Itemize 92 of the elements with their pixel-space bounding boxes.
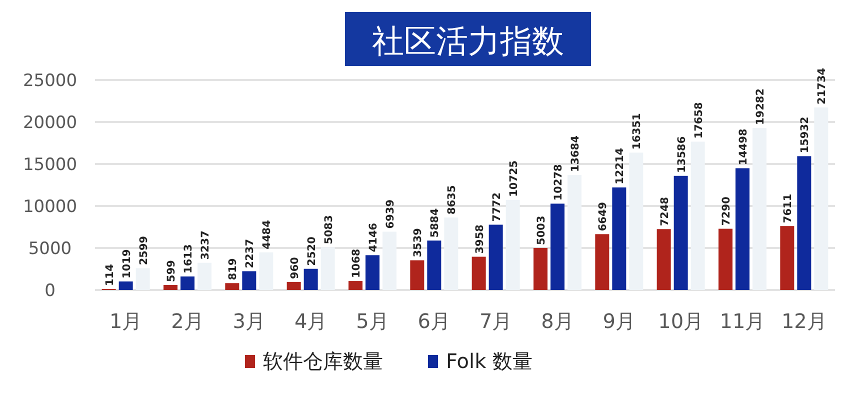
x-tick-label: 12月 [781, 309, 827, 333]
data-label: 4484 [261, 220, 274, 250]
bar [164, 284, 178, 290]
data-label: 21734 [816, 68, 828, 104]
data-label: 7248 [658, 196, 671, 226]
x-tick-label: 10月 [658, 309, 704, 333]
data-label: 1613 [182, 244, 194, 274]
data-label: 13586 [676, 136, 688, 173]
data-label: 3237 [200, 230, 212, 260]
bar [595, 234, 610, 290]
data-label: 19282 [754, 88, 766, 126]
data-label: 12214 [614, 148, 626, 184]
bar [814, 107, 828, 290]
data-label: 960 [288, 257, 301, 279]
x-tick-label: 2月 [171, 309, 204, 333]
bar [118, 281, 133, 290]
bar [304, 268, 318, 290]
bar [242, 271, 256, 290]
x-tick-label: 1月 [109, 309, 142, 333]
y-tick-label: 5000 [28, 239, 72, 259]
data-label: 2520 [306, 236, 318, 266]
bar [320, 247, 335, 290]
bar [366, 255, 380, 290]
x-tick-label: 6月 [418, 309, 451, 333]
x-tick-label: 11月 [720, 309, 766, 333]
bar [690, 142, 705, 290]
bar [348, 281, 362, 290]
data-label: 13684 [570, 136, 582, 172]
data-label: 7772 [490, 192, 503, 222]
x-tick-label: 3月 [232, 309, 266, 333]
data-label: 1019 [120, 249, 133, 278]
data-label: 5003 [536, 216, 548, 245]
bar [736, 168, 750, 290]
legend-label: 软件仓库数量 [263, 349, 383, 373]
y-tick-label: 0 [44, 281, 56, 301]
x-tick-label: 4月 [294, 309, 328, 333]
data-label: 10278 [552, 164, 564, 201]
bar [286, 282, 301, 290]
data-label: 15932 [799, 116, 812, 154]
y-tick-label: 10000 [22, 197, 78, 217]
x-tick-label: 5月 [356, 309, 389, 333]
data-label: 16351 [631, 113, 644, 150]
bar [410, 260, 424, 290]
bar [136, 268, 150, 290]
data-label: 5884 [429, 208, 442, 238]
bar [534, 248, 548, 290]
data-label: 5083 [322, 215, 335, 244]
x-tick-label: 9月 [602, 309, 636, 333]
bar [797, 156, 812, 290]
data-label: 114 [104, 264, 116, 286]
bar [718, 228, 732, 290]
bar [180, 276, 194, 290]
x-tick-label: 8月 [541, 309, 574, 333]
data-label: 10725 [508, 160, 520, 197]
bar [612, 187, 626, 290]
data-label: 4146 [368, 222, 380, 252]
data-label: 2599 [138, 236, 150, 266]
data-label: 3958 [474, 224, 486, 254]
data-label: 3539 [412, 228, 424, 258]
bar [752, 128, 766, 290]
data-label: 14498 [738, 128, 750, 166]
bar [488, 224, 503, 290]
data-label: 1068 [350, 248, 362, 278]
data-label: 17658 [692, 102, 705, 139]
data-label: 6649 [597, 202, 610, 232]
bar [550, 204, 564, 290]
bar [506, 200, 520, 290]
bar [444, 217, 458, 290]
bar [198, 262, 212, 290]
y-tick-label: 20000 [22, 113, 78, 133]
data-label: 7290 [720, 196, 732, 226]
bar [629, 152, 644, 290]
data-label: 819 [227, 258, 240, 280]
bar [259, 252, 274, 290]
data-label: 6939 [384, 199, 396, 229]
bar [472, 256, 486, 290]
bar [780, 226, 794, 290]
data-label: 8635 [446, 185, 458, 214]
bar [656, 229, 671, 290]
y-tick-label: 15000 [22, 155, 78, 175]
bar [382, 232, 396, 290]
bar [568, 175, 582, 290]
bar [674, 176, 688, 290]
data-label: 7611 [782, 194, 794, 224]
data-label: 2237 [244, 238, 256, 268]
bar [427, 240, 442, 290]
chart-title: 社区活力指数 [372, 22, 564, 60]
data-label: 599 [166, 260, 178, 282]
x-tick-label: 7月 [479, 309, 512, 333]
bar [225, 283, 240, 290]
legend-label: Folk 数量 [446, 349, 533, 373]
y-tick-label: 25000 [22, 71, 78, 91]
